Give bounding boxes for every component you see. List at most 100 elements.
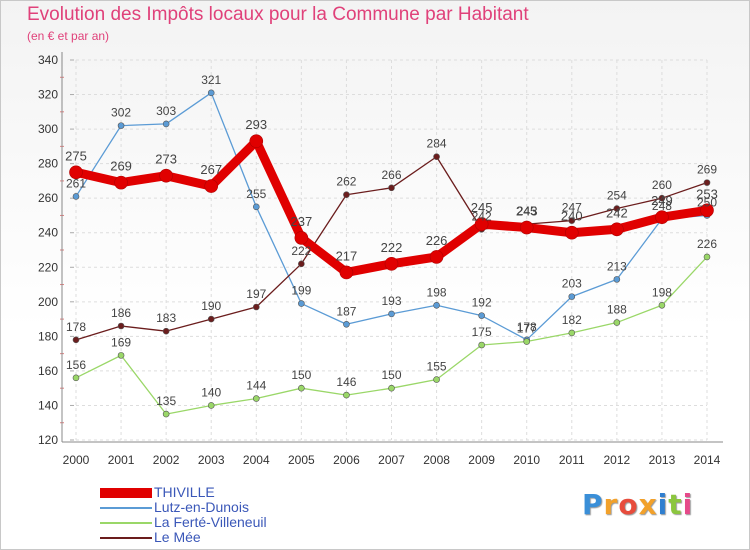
y-tick-label: 120 — [38, 433, 58, 447]
data-label-lutz: 187 — [336, 304, 356, 318]
data-point-lutz — [568, 293, 576, 300]
data-point-lutz — [117, 122, 125, 129]
x-tick-label: 2001 — [108, 453, 135, 467]
y-tick-label: 140 — [38, 398, 58, 412]
data-label-laferte: 188 — [607, 303, 627, 317]
data-label-thiville: 237 — [291, 214, 313, 229]
data-point-lemee — [207, 315, 215, 323]
data-label-lutz: 321 — [201, 73, 221, 87]
data-point-lemee — [72, 336, 80, 344]
x-tick-label: 2004 — [243, 453, 270, 467]
data-label-lemee: 262 — [336, 175, 356, 189]
data-label-laferte: 144 — [246, 379, 266, 393]
data-label-thiville: 240 — [561, 209, 583, 224]
data-point-thiville — [474, 217, 489, 231]
x-tick-label: 2011 — [559, 453, 585, 467]
data-point-thiville — [69, 165, 83, 180]
legend-label-thiville: THIVILLE — [154, 484, 215, 500]
data-point-thiville — [249, 134, 264, 148]
y-tick-label: 180 — [38, 329, 58, 343]
x-tick-label: 2006 — [333, 453, 360, 467]
data-label-laferte: 198 — [652, 285, 672, 299]
data-point-laferte — [343, 391, 350, 399]
data-label-laferte: 182 — [562, 313, 582, 327]
data-label-lemee: 254 — [607, 189, 627, 203]
data-point-lemee — [162, 327, 170, 335]
data-point-thiville — [204, 179, 219, 193]
x-tick-label: 2012 — [604, 453, 631, 467]
data-point-laferte — [117, 352, 125, 359]
data-label-laferte: 146 — [336, 375, 356, 389]
data-point-laferte — [207, 402, 215, 409]
proxiti-logo: Proxiti — [582, 488, 694, 521]
x-tick-label: 2002 — [153, 453, 180, 467]
data-label-laferte: 150 — [291, 368, 311, 382]
data-point-lemee — [433, 153, 440, 161]
data-label-thiville: 293 — [245, 117, 267, 132]
legend-swatch-thiville — [100, 488, 152, 498]
y-tick-label: 300 — [38, 122, 58, 136]
x-tick-label: 2010 — [513, 453, 540, 467]
data-point-lemee — [568, 217, 576, 224]
data-point-laferte — [433, 376, 440, 383]
data-label-laferte: 155 — [427, 360, 447, 374]
data-point-thiville — [700, 203, 714, 218]
data-label-lemee: 183 — [156, 311, 176, 325]
data-label-laferte: 226 — [697, 237, 717, 251]
data-point-thiville — [384, 257, 399, 271]
data-label-lemee: 260 — [652, 178, 672, 192]
data-label-lutz: 193 — [381, 294, 401, 308]
data-label-laferte: 140 — [201, 385, 221, 399]
data-point-lutz — [478, 312, 485, 319]
legend-swatch-lutz — [100, 507, 152, 509]
data-label-lutz: 250 — [697, 195, 717, 209]
data-label-thiville: 243 — [516, 204, 538, 219]
data-point-thiville — [610, 222, 624, 237]
data-point-thiville — [294, 231, 309, 245]
data-label-lutz: 302 — [111, 106, 131, 120]
data-label-thiville: 242 — [606, 205, 628, 220]
y-tick-label: 240 — [38, 226, 58, 240]
data-label-lutz: 192 — [472, 296, 492, 310]
x-tick-label: 2013 — [649, 453, 676, 467]
data-point-laferte — [568, 329, 576, 337]
data-label-thiville: 226 — [426, 233, 448, 248]
data-point-laferte — [703, 253, 711, 261]
legend-swatch-lemee — [100, 537, 152, 539]
data-label-lemee: 284 — [427, 137, 447, 151]
chart-subtitle: (en € et par an) — [27, 29, 110, 43]
data-point-lemee — [613, 205, 621, 212]
data-point-lemee — [252, 303, 260, 311]
data-point-lutz — [72, 193, 80, 200]
x-tick-label: 2009 — [468, 453, 495, 467]
data-label-lutz: 198 — [427, 285, 447, 299]
data-point-laferte — [478, 341, 485, 349]
data-label-lemee: 266 — [381, 168, 401, 182]
data-point-laferte — [523, 338, 531, 345]
data-label-thiville: 275 — [65, 148, 87, 163]
y-tick-label: 260 — [38, 191, 58, 205]
data-point-lemee — [298, 260, 305, 268]
data-label-thiville: 245 — [471, 200, 493, 215]
legend-label-lemee: Le Mée — [154, 529, 201, 545]
x-tick-label: 2000 — [63, 453, 90, 467]
data-label-lutz: 255 — [246, 187, 266, 201]
data-label-lutz: 178 — [517, 320, 537, 334]
data-point-laferte — [162, 410, 170, 418]
data-point-lemee — [343, 191, 350, 199]
x-tick-label: 2008 — [423, 453, 450, 467]
data-label-laferte: 175 — [472, 325, 492, 339]
data-label-laferte: 150 — [381, 368, 401, 382]
data-label-lemee: 197 — [246, 287, 266, 301]
data-point-laferte — [298, 384, 305, 392]
data-label-lemee: 186 — [111, 306, 131, 320]
data-label-lemee: 178 — [66, 320, 86, 334]
data-point-lutz — [433, 301, 440, 309]
chart-title: Evolution des Impôts locaux pour la Comm… — [27, 4, 529, 25]
data-label-lemee: 222 — [291, 244, 311, 258]
data-point-thiville — [429, 250, 444, 264]
y-tick-label: 280 — [38, 157, 58, 171]
data-point-laferte — [252, 395, 260, 402]
data-label-thiville: 249 — [651, 193, 673, 208]
